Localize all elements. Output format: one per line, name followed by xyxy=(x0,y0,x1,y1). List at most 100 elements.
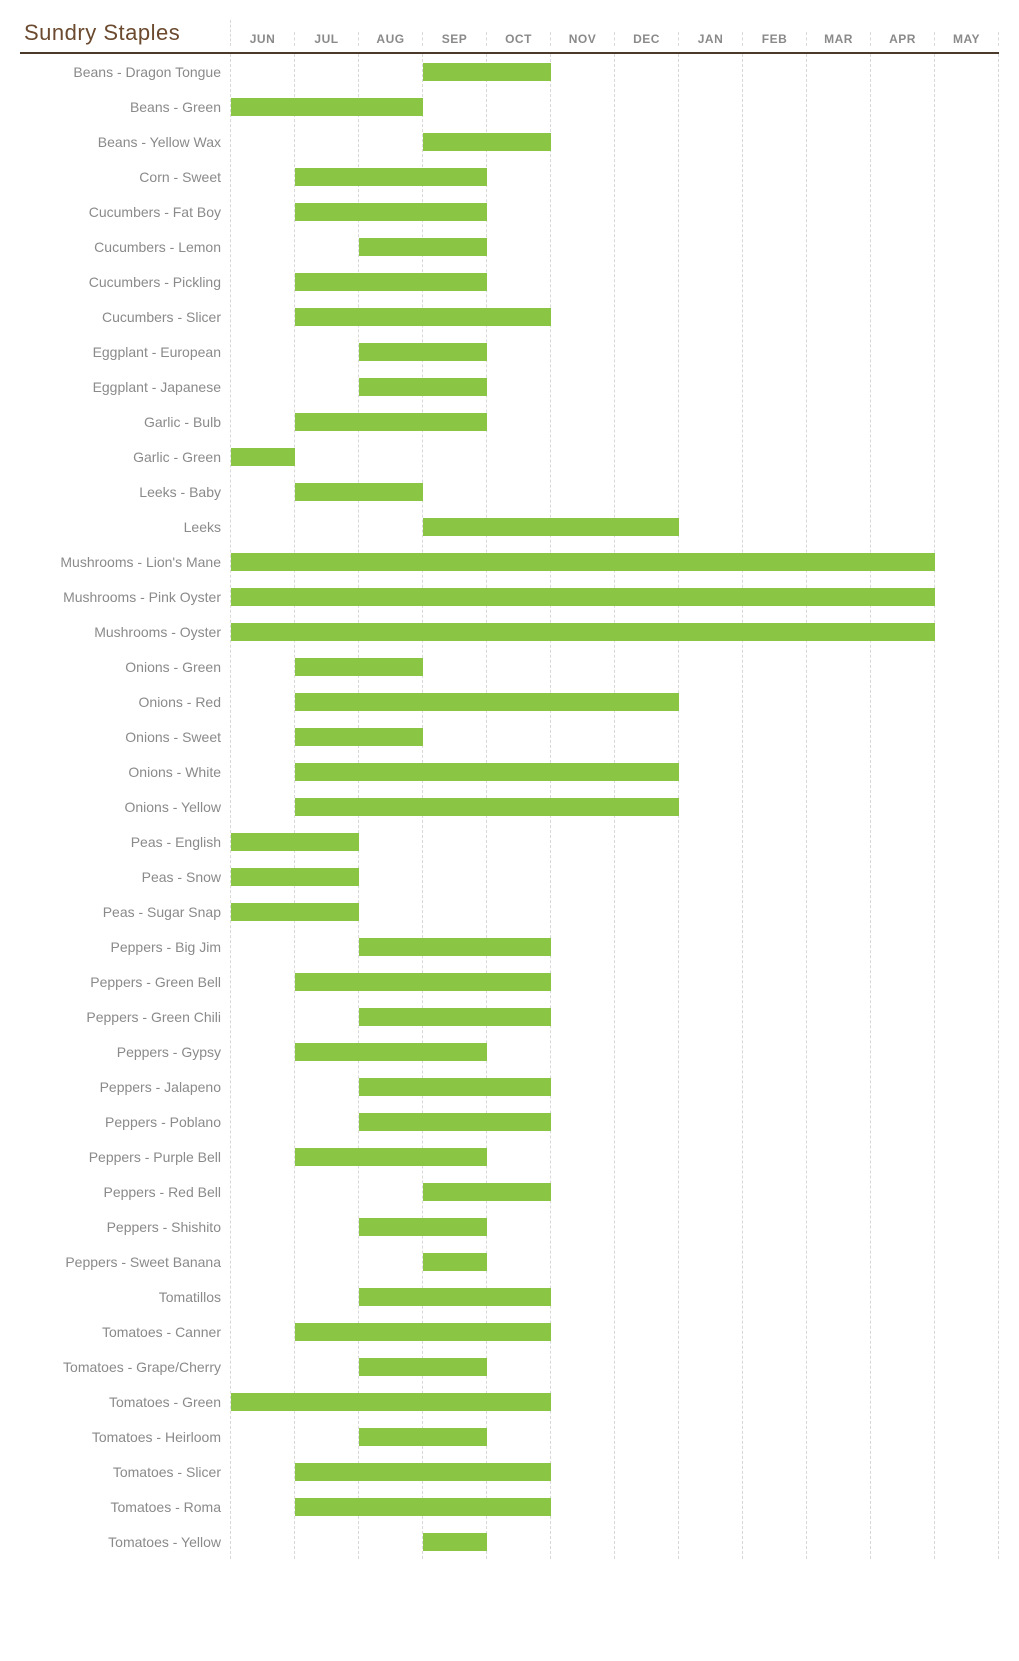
header-row: Sundry Staples JUNJULAUGSEPOCTNOVDECJANF… xyxy=(20,20,999,54)
row-track xyxy=(231,124,999,159)
table-row: Garlic - Green xyxy=(20,439,999,474)
row-track xyxy=(231,579,999,614)
table-row: Onions - Yellow xyxy=(20,789,999,824)
row-track xyxy=(231,509,999,544)
row-track xyxy=(231,964,999,999)
table-row: Tomatillos xyxy=(20,1279,999,1314)
table-row: Cucumbers - Slicer xyxy=(20,299,999,334)
availability-bar xyxy=(231,833,359,851)
availability-bar xyxy=(359,238,487,256)
availability-bar xyxy=(359,1218,487,1236)
table-row: Peppers - Green Chili xyxy=(20,999,999,1034)
row-label: Tomatoes - Yellow xyxy=(20,1534,231,1550)
availability-bar xyxy=(295,1323,551,1341)
row-track xyxy=(231,684,999,719)
row-track xyxy=(231,859,999,894)
row-label: Tomatoes - Heirloom xyxy=(20,1429,231,1445)
table-row: Beans - Green xyxy=(20,89,999,124)
row-label: Tomatillos xyxy=(20,1289,231,1305)
availability-bar xyxy=(423,1533,487,1551)
row-track xyxy=(231,334,999,369)
row-track xyxy=(231,1349,999,1384)
row-track xyxy=(231,1384,999,1419)
row-label: Corn - Sweet xyxy=(20,169,231,185)
row-label: Beans - Green xyxy=(20,99,231,115)
table-row: Eggplant - Japanese xyxy=(20,369,999,404)
availability-bar xyxy=(359,1008,551,1026)
row-track xyxy=(231,54,999,89)
row-label: Peppers - Jalapeno xyxy=(20,1079,231,1095)
row-track xyxy=(231,369,999,404)
table-row: Mushrooms - Oyster xyxy=(20,614,999,649)
table-row: Peas - Sugar Snap xyxy=(20,894,999,929)
table-row: Tomatoes - Heirloom xyxy=(20,1419,999,1454)
table-row: Peppers - Green Bell xyxy=(20,964,999,999)
row-label: Peppers - Green Chili xyxy=(20,1009,231,1025)
availability-bar xyxy=(423,133,551,151)
row-label: Peppers - Big Jim xyxy=(20,939,231,955)
table-row: Mushrooms - Pink Oyster xyxy=(20,579,999,614)
table-row: Cucumbers - Fat Boy xyxy=(20,194,999,229)
row-label: Peas - Sugar Snap xyxy=(20,904,231,920)
row-label: Onions - Sweet xyxy=(20,729,231,745)
availability-bar xyxy=(231,1393,551,1411)
table-row: Onions - Green xyxy=(20,649,999,684)
availability-bar xyxy=(295,693,679,711)
chart-body: Beans - Dragon TongueBeans - GreenBeans … xyxy=(20,54,999,1559)
table-row: Peppers - Jalapeno xyxy=(20,1069,999,1104)
month-header: MAR xyxy=(807,32,871,46)
row-track xyxy=(231,1314,999,1349)
table-row: Beans - Dragon Tongue xyxy=(20,54,999,89)
row-label: Leeks xyxy=(20,519,231,535)
row-track xyxy=(231,824,999,859)
row-track xyxy=(231,264,999,299)
row-track xyxy=(231,404,999,439)
row-label: Onions - White xyxy=(20,764,231,780)
availability-bar xyxy=(359,1113,551,1131)
availability-bar xyxy=(231,553,935,571)
row-track xyxy=(231,1069,999,1104)
month-header: AUG xyxy=(359,32,423,46)
row-track xyxy=(231,194,999,229)
row-track xyxy=(231,1454,999,1489)
row-label: Beans - Dragon Tongue xyxy=(20,64,231,80)
row-label: Onions - Green xyxy=(20,659,231,675)
table-row: Cucumbers - Lemon xyxy=(20,229,999,264)
row-label: Peas - Snow xyxy=(20,869,231,885)
row-track xyxy=(231,999,999,1034)
row-track xyxy=(231,1489,999,1524)
row-track xyxy=(231,1174,999,1209)
row-label: Peppers - Purple Bell xyxy=(20,1149,231,1165)
table-row: Tomatoes - Slicer xyxy=(20,1454,999,1489)
row-label: Peppers - Gypsy xyxy=(20,1044,231,1060)
row-track xyxy=(231,754,999,789)
availability-bar xyxy=(295,973,551,991)
row-label: Tomatoes - Roma xyxy=(20,1499,231,1515)
row-label: Cucumbers - Pickling xyxy=(20,274,231,290)
availability-bar xyxy=(295,1463,551,1481)
row-track xyxy=(231,1419,999,1454)
row-label: Cucumbers - Slicer xyxy=(20,309,231,325)
table-row: Peppers - Poblano xyxy=(20,1104,999,1139)
row-track xyxy=(231,1034,999,1069)
row-track xyxy=(231,614,999,649)
availability-bar xyxy=(295,763,679,781)
availability-bar xyxy=(295,308,551,326)
row-track xyxy=(231,789,999,824)
table-row: Peppers - Sweet Banana xyxy=(20,1244,999,1279)
table-row: Peppers - Purple Bell xyxy=(20,1139,999,1174)
table-row: Leeks - Baby xyxy=(20,474,999,509)
table-row: Tomatoes - Yellow xyxy=(20,1524,999,1559)
month-header: MAY xyxy=(935,32,999,46)
table-row: Corn - Sweet xyxy=(20,159,999,194)
row-label: Peppers - Green Bell xyxy=(20,974,231,990)
row-label: Peppers - Sweet Banana xyxy=(20,1254,231,1270)
availability-bar xyxy=(359,938,551,956)
row-label: Eggplant - Japanese xyxy=(20,379,231,395)
row-track xyxy=(231,649,999,684)
row-track xyxy=(231,544,999,579)
availability-bar xyxy=(295,168,487,186)
availability-bar xyxy=(231,903,359,921)
row-track xyxy=(231,1209,999,1244)
availability-bar xyxy=(295,658,423,676)
